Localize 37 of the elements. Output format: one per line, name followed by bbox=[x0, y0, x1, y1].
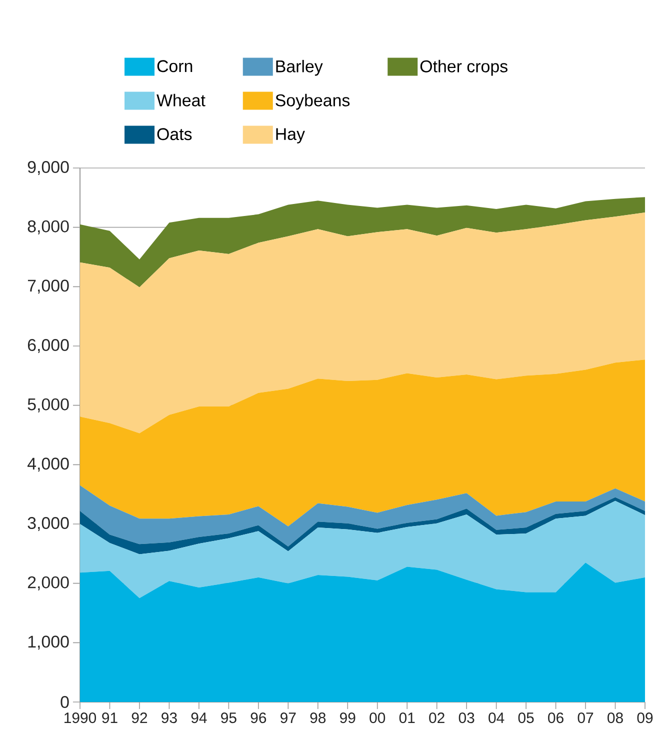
x-tick-label: 95 bbox=[221, 712, 236, 724]
x-tick-label: 99 bbox=[340, 712, 356, 724]
y-tick-label: 6,000 bbox=[28, 339, 69, 353]
y-tick-label: 3,000 bbox=[28, 517, 69, 531]
legend-label: Wheat bbox=[156, 94, 206, 106]
x-tick-label: 96 bbox=[250, 712, 266, 724]
y-tick-label: 4,000 bbox=[27, 458, 69, 472]
x-tick-label: 91 bbox=[102, 712, 118, 724]
legend-label: Barley bbox=[276, 60, 323, 76]
legend-label: Hay bbox=[276, 128, 305, 144]
y-tick-label: 0 bbox=[60, 696, 69, 708]
x-tick-label: 01 bbox=[399, 712, 415, 724]
legend-label: Soybeans bbox=[276, 94, 350, 110]
y-tick-label: 7,000 bbox=[28, 280, 69, 294]
legend-label: Oats bbox=[157, 128, 192, 140]
x-tick-label: 09 bbox=[637, 712, 653, 724]
x-tick-label: 05 bbox=[518, 712, 534, 724]
y-tick-label: 9,000 bbox=[28, 161, 69, 175]
y-tick-label: 5,000 bbox=[28, 398, 69, 412]
x-tick-label: 04 bbox=[488, 712, 504, 724]
x-tick-label: 92 bbox=[132, 712, 148, 724]
y-tick-label: 2,000 bbox=[28, 576, 69, 590]
y-tick-label: 8,000 bbox=[28, 220, 69, 234]
y-tick-label: 1,000 bbox=[28, 636, 69, 650]
x-tick-label: 97 bbox=[280, 712, 296, 724]
x-tick-label: 93 bbox=[162, 712, 177, 724]
x-tick-label: 07 bbox=[578, 712, 594, 724]
x-tick-label: 03 bbox=[458, 712, 474, 724]
legend-label: Other crops bbox=[420, 60, 508, 76]
x-tick-label: 94 bbox=[191, 712, 207, 724]
x-tick-label: 98 bbox=[310, 712, 326, 724]
legend-label: Corn bbox=[157, 60, 192, 72]
x-tick-label: 08 bbox=[608, 712, 623, 724]
x-tick-label: 00 bbox=[370, 712, 386, 724]
x-tick-label: 02 bbox=[429, 712, 444, 724]
x-tick-label: 1990 bbox=[64, 712, 96, 724]
x-tick-label: 06 bbox=[548, 712, 564, 724]
